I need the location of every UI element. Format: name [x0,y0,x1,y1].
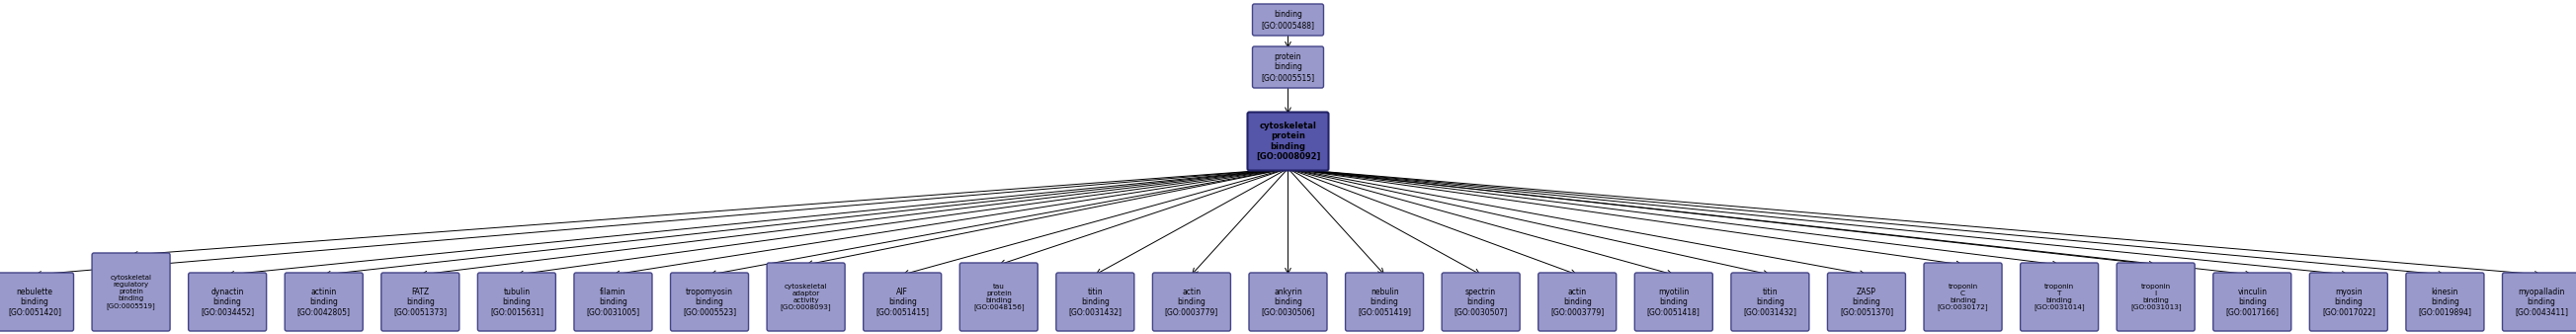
FancyBboxPatch shape [1056,273,1133,331]
FancyBboxPatch shape [477,273,556,331]
FancyBboxPatch shape [863,273,940,331]
Text: myopalladin
binding
[GO:0043411]: myopalladin binding [GO:0043411] [2514,287,2568,317]
Text: cytoskeletal
regulatory
protein
binding
[GO:0005519]: cytoskeletal regulatory protein binding … [106,275,155,309]
FancyBboxPatch shape [1826,273,1906,331]
Text: troponin
C
binding
[GO:0030172]: troponin C binding [GO:0030172] [1937,283,1989,311]
Text: titin
binding
[GO:0031432]: titin binding [GO:0031432] [1069,287,1121,317]
Text: AIF
binding
[GO:0051415]: AIF binding [GO:0051415] [876,287,930,317]
FancyBboxPatch shape [2213,273,2290,331]
FancyBboxPatch shape [961,263,1038,331]
Text: myosin
binding
[GO:0017022]: myosin binding [GO:0017022] [2321,287,2375,317]
FancyBboxPatch shape [1252,4,1324,36]
Text: binding
[GO:0005488]: binding [GO:0005488] [1262,10,1314,29]
Text: tau
protein
binding
[GO:0048156]: tau protein binding [GO:0048156] [974,283,1025,311]
Text: titin
binding
[GO:0031432]: titin binding [GO:0031432] [1744,287,1798,317]
Text: actinin
binding
[GO:0042805]: actinin binding [GO:0042805] [296,287,350,317]
Text: protein
binding
[GO:0005515]: protein binding [GO:0005515] [1262,52,1314,82]
Text: myotilin
binding
[GO:0051418]: myotilin binding [GO:0051418] [1646,287,1700,317]
FancyBboxPatch shape [286,273,363,331]
Text: vinculin
binding
[GO:0017166]: vinculin binding [GO:0017166] [2226,287,2280,317]
FancyBboxPatch shape [1538,273,1615,331]
Text: FATZ
binding
[GO:0051373]: FATZ binding [GO:0051373] [394,287,448,317]
Text: actin
binding
[GO:0003779]: actin binding [GO:0003779] [1164,287,1218,317]
FancyBboxPatch shape [1247,112,1329,170]
FancyBboxPatch shape [1636,273,1713,331]
FancyBboxPatch shape [2311,273,2388,331]
Text: troponin
I
binding
[GO:0031013]: troponin I binding [GO:0031013] [2130,283,2182,311]
FancyBboxPatch shape [1252,46,1324,88]
Text: ankyrin
binding
[GO:0030506]: ankyrin binding [GO:0030506] [1262,287,1314,317]
FancyBboxPatch shape [574,273,652,331]
FancyBboxPatch shape [93,253,170,331]
Text: cytoskeletal
protein
binding
[GO:0008092]: cytoskeletal protein binding [GO:0008092… [1255,122,1321,161]
FancyBboxPatch shape [0,273,75,331]
Text: dynactin
binding
[GO:0034452]: dynactin binding [GO:0034452] [201,287,255,317]
Text: actin
binding
[GO:0003779]: actin binding [GO:0003779] [1551,287,1605,317]
Text: troponin
T
binding
[GO:0031014]: troponin T binding [GO:0031014] [2035,283,2084,311]
FancyBboxPatch shape [1924,263,2002,331]
Text: tubulin
binding
[GO:0015631]: tubulin binding [GO:0015631] [489,287,544,317]
FancyBboxPatch shape [670,273,750,331]
FancyBboxPatch shape [188,273,265,331]
Text: filamin
binding
[GO:0031005]: filamin binding [GO:0031005] [587,287,639,317]
Text: tropomyosin
binding
[GO:0005523]: tropomyosin binding [GO:0005523] [683,287,737,317]
FancyBboxPatch shape [1731,273,1808,331]
Text: cytoskeletal
adaptor
activity
[GO:0008093]: cytoskeletal adaptor activity [GO:000809… [781,283,832,311]
FancyBboxPatch shape [1151,273,1231,331]
FancyBboxPatch shape [2501,273,2576,331]
FancyBboxPatch shape [1345,273,1425,331]
FancyBboxPatch shape [2406,273,2483,331]
FancyBboxPatch shape [2020,263,2099,331]
Text: nebulette
binding
[GO:0051420]: nebulette binding [GO:0051420] [8,287,62,317]
FancyBboxPatch shape [768,263,845,331]
FancyBboxPatch shape [1249,273,1327,331]
FancyBboxPatch shape [2117,263,2195,331]
Text: ZASP
binding
[GO:0051370]: ZASP binding [GO:0051370] [1839,287,1893,317]
Text: spectrin
binding
[GO:0030507]: spectrin binding [GO:0030507] [1453,287,1507,317]
Text: nebulin
binding
[GO:0051419]: nebulin binding [GO:0051419] [1358,287,1412,317]
FancyBboxPatch shape [1443,273,1520,331]
FancyBboxPatch shape [381,273,459,331]
Text: kinesin
binding
[GO:0019894]: kinesin binding [GO:0019894] [2419,287,2473,317]
